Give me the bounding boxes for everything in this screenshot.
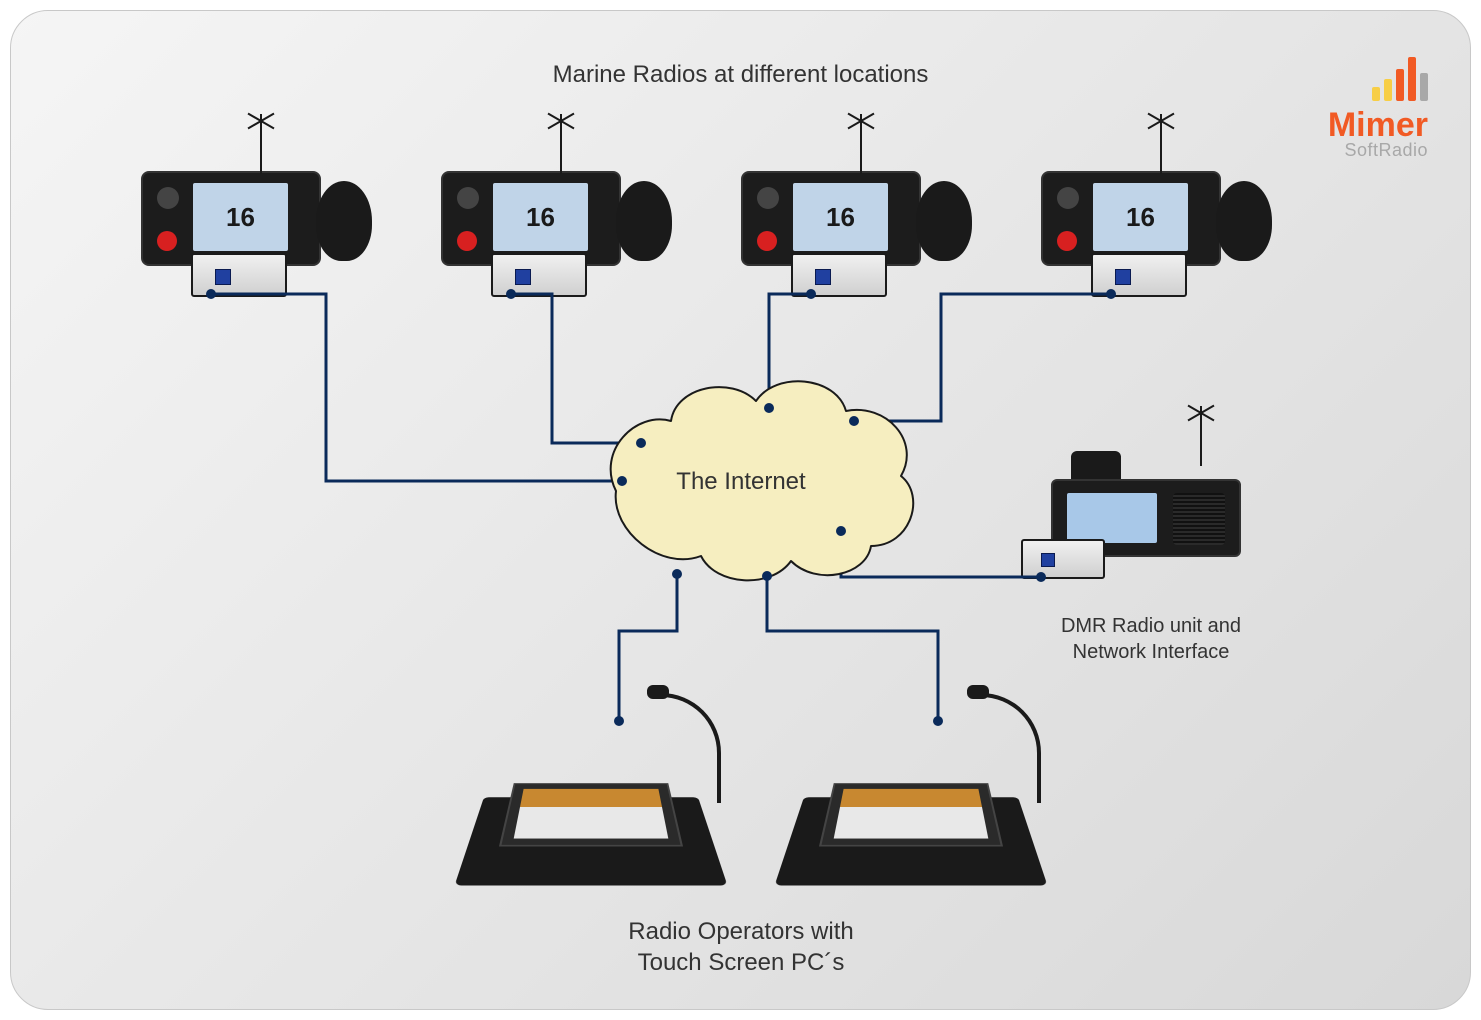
connection-line xyxy=(211,294,622,481)
radio-screen: 16 xyxy=(493,183,588,251)
radio-distress-button-icon xyxy=(157,231,177,251)
marine-radio-unit: 16 xyxy=(1011,171,1311,321)
handset-icon xyxy=(916,181,972,261)
radio-knob-icon xyxy=(457,187,479,209)
radio-channel-number: 16 xyxy=(526,202,555,233)
cloud-label: The Internet xyxy=(676,468,806,495)
dmr-radio-unit xyxy=(1011,461,1271,611)
network-interface-box xyxy=(1091,253,1187,297)
gooseneck-mic-icon xyxy=(981,693,1041,803)
operator-console xyxy=(791,711,1051,911)
antenna-icon xyxy=(846,114,876,174)
connection-cloud-dot xyxy=(764,403,774,413)
handset-icon xyxy=(616,181,672,261)
dmr-speaker-icon xyxy=(1173,493,1225,545)
radio-distress-button-icon xyxy=(457,231,477,251)
radio-knob-icon xyxy=(757,187,779,209)
radio-knob-icon xyxy=(157,187,179,209)
radio-distress-button-icon xyxy=(757,231,777,251)
connection-cloud-dot xyxy=(762,571,772,581)
gooseneck-mic-icon xyxy=(661,693,721,803)
operators-label: Radio Operators with Touch Screen PC´s xyxy=(541,916,941,978)
network-interface-box xyxy=(191,253,287,297)
radio-channel-number: 16 xyxy=(826,202,855,233)
connection-cloud-dot xyxy=(617,476,627,486)
radio-body: 16 xyxy=(741,171,921,266)
handset-icon xyxy=(1216,181,1272,261)
radio-body: 16 xyxy=(1041,171,1221,266)
radio-channel-number: 16 xyxy=(1126,202,1155,233)
connection-cloud-dot xyxy=(836,526,846,536)
title-marine-radios: Marine Radios at different locations xyxy=(553,61,929,89)
dmr-label: DMR Radio unit and Network Interface xyxy=(1021,613,1281,665)
dmr-label-line2: Network Interface xyxy=(1073,641,1230,663)
network-interface-box xyxy=(491,253,587,297)
antenna-icon xyxy=(1146,114,1176,174)
console-touchscreen xyxy=(819,783,1003,846)
dmr-label-line1: DMR Radio unit and xyxy=(1061,615,1241,637)
mimer-logo: Mimer SoftRadio xyxy=(1258,53,1428,161)
internet-cloud-icon: The Internet xyxy=(611,381,914,580)
radio-screen: 16 xyxy=(793,183,888,251)
marine-radio-unit: 16 xyxy=(411,171,711,321)
mic-head-icon xyxy=(967,685,989,699)
radio-distress-button-icon xyxy=(1057,231,1077,251)
connection-cloud-dot xyxy=(636,438,646,448)
dmr-network-interface-box xyxy=(1021,539,1105,579)
radio-screen: 16 xyxy=(193,183,288,251)
radio-channel-number: 16 xyxy=(226,202,255,233)
logo-bars-icon xyxy=(1372,53,1428,101)
operators-label-line2: Touch Screen PC´s xyxy=(638,949,845,976)
marine-radio-unit: 16 xyxy=(711,171,1011,321)
radio-body: 16 xyxy=(141,171,321,266)
logo-brand-text: Mimer xyxy=(1258,108,1428,142)
antenna-icon xyxy=(546,114,576,174)
marine-radio-unit: 16 xyxy=(111,171,411,321)
antenna-icon xyxy=(246,114,276,174)
radio-screen: 16 xyxy=(1093,183,1188,251)
dmr-screen xyxy=(1067,493,1157,543)
diagram-panel: Marine Radios at different locations Mim… xyxy=(10,10,1471,1010)
connection-cloud-dot xyxy=(849,416,859,426)
operators-label-line1: Radio Operators with xyxy=(628,918,853,945)
mic-head-icon xyxy=(647,685,669,699)
connection-line xyxy=(767,576,938,721)
console-touchscreen xyxy=(499,783,683,846)
radio-knob-icon xyxy=(1057,187,1079,209)
operator-console xyxy=(471,711,731,911)
network-interface-box xyxy=(791,253,887,297)
connection-cloud-dot xyxy=(672,569,682,579)
radio-body: 16 xyxy=(441,171,621,266)
antenna-icon xyxy=(1186,406,1216,466)
handset-icon xyxy=(316,181,372,261)
